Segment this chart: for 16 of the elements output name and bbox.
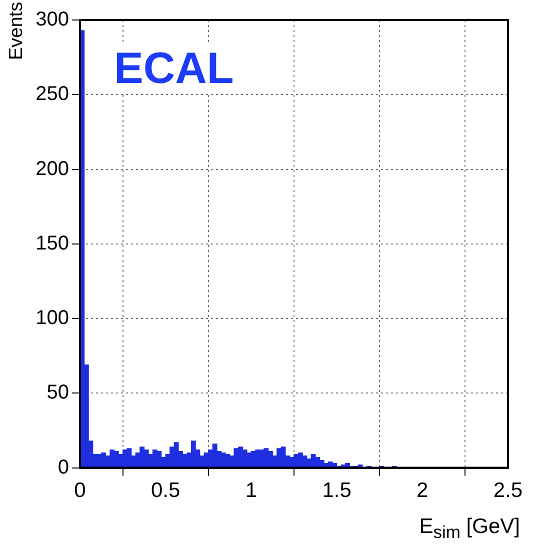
y-axis-title: Events <box>6 2 28 60</box>
x-tick-label: 1.5 <box>322 479 352 502</box>
x-tick-label: 2.5 <box>493 479 523 502</box>
y-tick-label: 150 <box>36 232 69 254</box>
x-tick-label: 0.5 <box>151 479 180 502</box>
y-tick-label: 100 <box>36 307 69 330</box>
x-axis-title: E$_{sim}$ [GeV] <box>419 514 520 543</box>
annotation: ECAL <box>110 44 238 94</box>
y-tick-label: 200 <box>36 158 69 180</box>
y-tick-label: 300 <box>36 8 69 31</box>
x-tick-label: 0 <box>74 479 86 502</box>
y-tick-label: 50 <box>46 382 69 404</box>
x-tick-label: 1 <box>245 479 258 502</box>
y-tick-label: 0 <box>58 456 69 478</box>
y-tick-label: 250 <box>36 83 69 106</box>
x-tick-label: 2 <box>416 479 428 502</box>
